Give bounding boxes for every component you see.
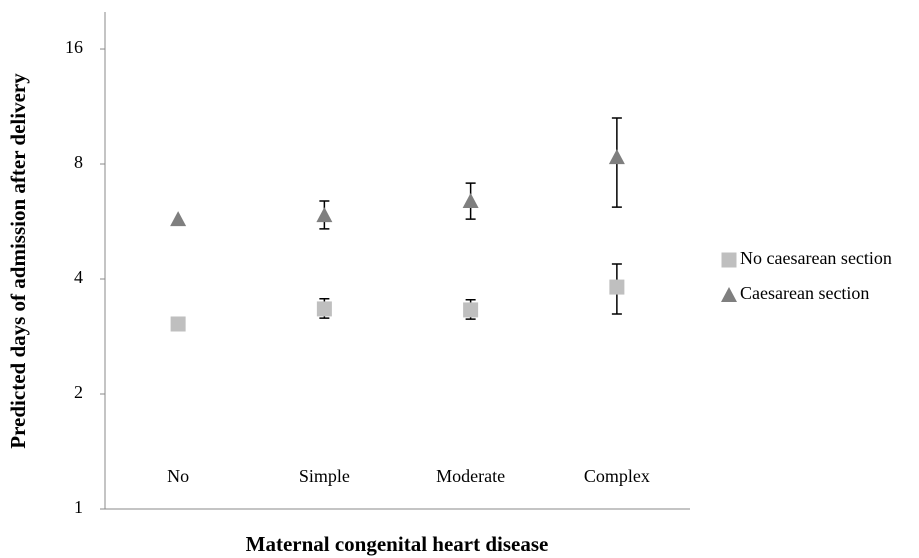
x-axis-title: Maternal congenital heart disease <box>246 532 549 556</box>
x-tick-label: No <box>167 466 189 486</box>
y-tick-label: 2 <box>74 382 83 402</box>
point <box>170 316 186 332</box>
point <box>316 207 333 223</box>
point <box>170 211 187 227</box>
point <box>316 301 332 317</box>
y-tick-label: 4 <box>74 267 83 287</box>
x-tick-label: Moderate <box>436 466 505 486</box>
y-tick-label: 1 <box>74 497 83 517</box>
legend-label: No caesarean section <box>740 248 892 268</box>
legend-marker <box>721 252 737 268</box>
x-tick-label: Complex <box>584 466 650 486</box>
x-tick-label: Simple <box>299 466 350 486</box>
legend-marker <box>721 287 737 302</box>
y-tick-label: 8 <box>74 152 83 172</box>
legend-label: Caesarean section <box>740 283 869 303</box>
y-tick-label: 16 <box>65 37 83 57</box>
point <box>463 302 479 318</box>
point <box>609 279 625 295</box>
y-axis-title: Predicted days of admission after delive… <box>6 73 30 449</box>
point <box>608 149 625 165</box>
point <box>462 193 479 209</box>
